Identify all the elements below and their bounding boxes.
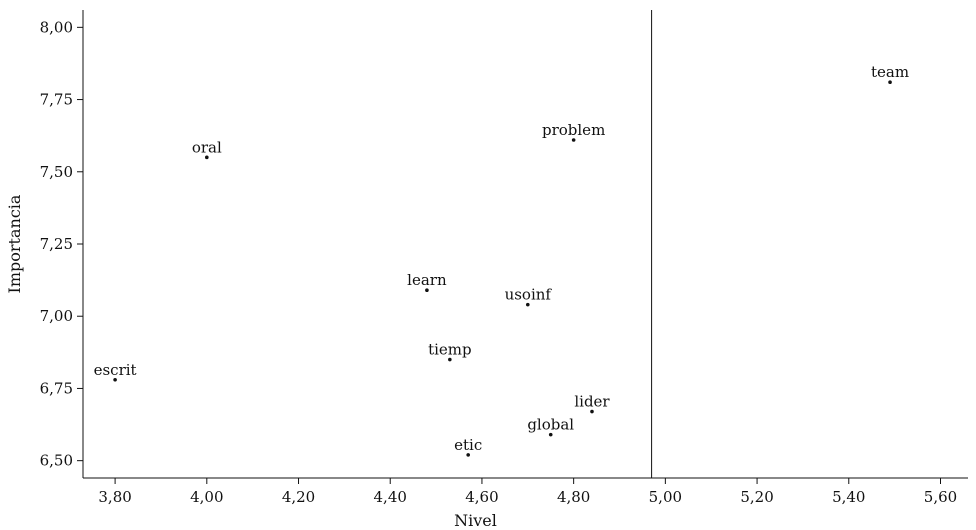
data-point-team: [888, 80, 892, 85]
data-point-tiemp: [448, 357, 452, 362]
point-label-oral: oral: [192, 138, 222, 156]
points-group: team problem oral learn usoinf tiemp escrit lid…: [94, 63, 909, 457]
point-label-usoinf: usoinf: [505, 286, 553, 304]
y-axis-group: 6,50 6,75 7,00 7,25 7,50 7,75 8,00: [40, 10, 84, 478]
data-point-usoinf: [525, 302, 530, 307]
x-tick-label: 3,80: [98, 488, 131, 506]
x-tick-label: 5,40: [832, 488, 865, 506]
point-label-team: team: [871, 63, 909, 81]
data-point-oral: [205, 155, 209, 160]
x-tick-label: 5,60: [924, 488, 957, 506]
data-point-etic: [466, 453, 470, 457]
y-tick-label: 7,75: [40, 91, 73, 109]
data-point-learn: [425, 288, 429, 293]
y-tick-label: 8,00: [40, 18, 73, 36]
x-tick-label: 4,40: [374, 488, 407, 506]
x-axis-title: Nivel: [454, 511, 497, 530]
x-tick-label: 4,20: [282, 488, 315, 506]
x-axis-group: 3,80 4,00 4,20 4,40 4,60 4,80 5,00 5,20 5,40 5,60: [83, 477, 968, 506]
x-tick-label: 5,20: [740, 488, 773, 506]
data-point-global: [548, 432, 553, 437]
x-tick-label: 4,80: [557, 488, 590, 506]
x-tick-label: 4,00: [190, 488, 223, 506]
y-tick-label: 6,50: [40, 452, 73, 470]
x-tick-label: 4,60: [465, 488, 498, 506]
y-tick-label: 7,50: [40, 163, 73, 181]
point-label-lider: lider: [574, 393, 610, 411]
point-label-escrit: escrit: [94, 361, 137, 379]
y-axis-title: Importancia: [5, 194, 24, 293]
point-label-learn: learn: [407, 271, 447, 289]
x-tick-label: 5,00: [649, 488, 682, 506]
data-point-problem: [571, 138, 576, 142]
point-label-global: global: [527, 416, 574, 434]
point-label-problem: problem: [542, 121, 605, 139]
y-tick-label: 6,75: [40, 379, 73, 397]
data-point-escrit: [113, 377, 117, 382]
data-point-lider: [590, 409, 594, 414]
point-label-etic: etic: [454, 436, 482, 454]
y-tick-label: 7,25: [40, 235, 73, 253]
y-tick-label: 7,00: [40, 307, 73, 325]
point-label-tiemp: tiemp: [428, 341, 472, 359]
